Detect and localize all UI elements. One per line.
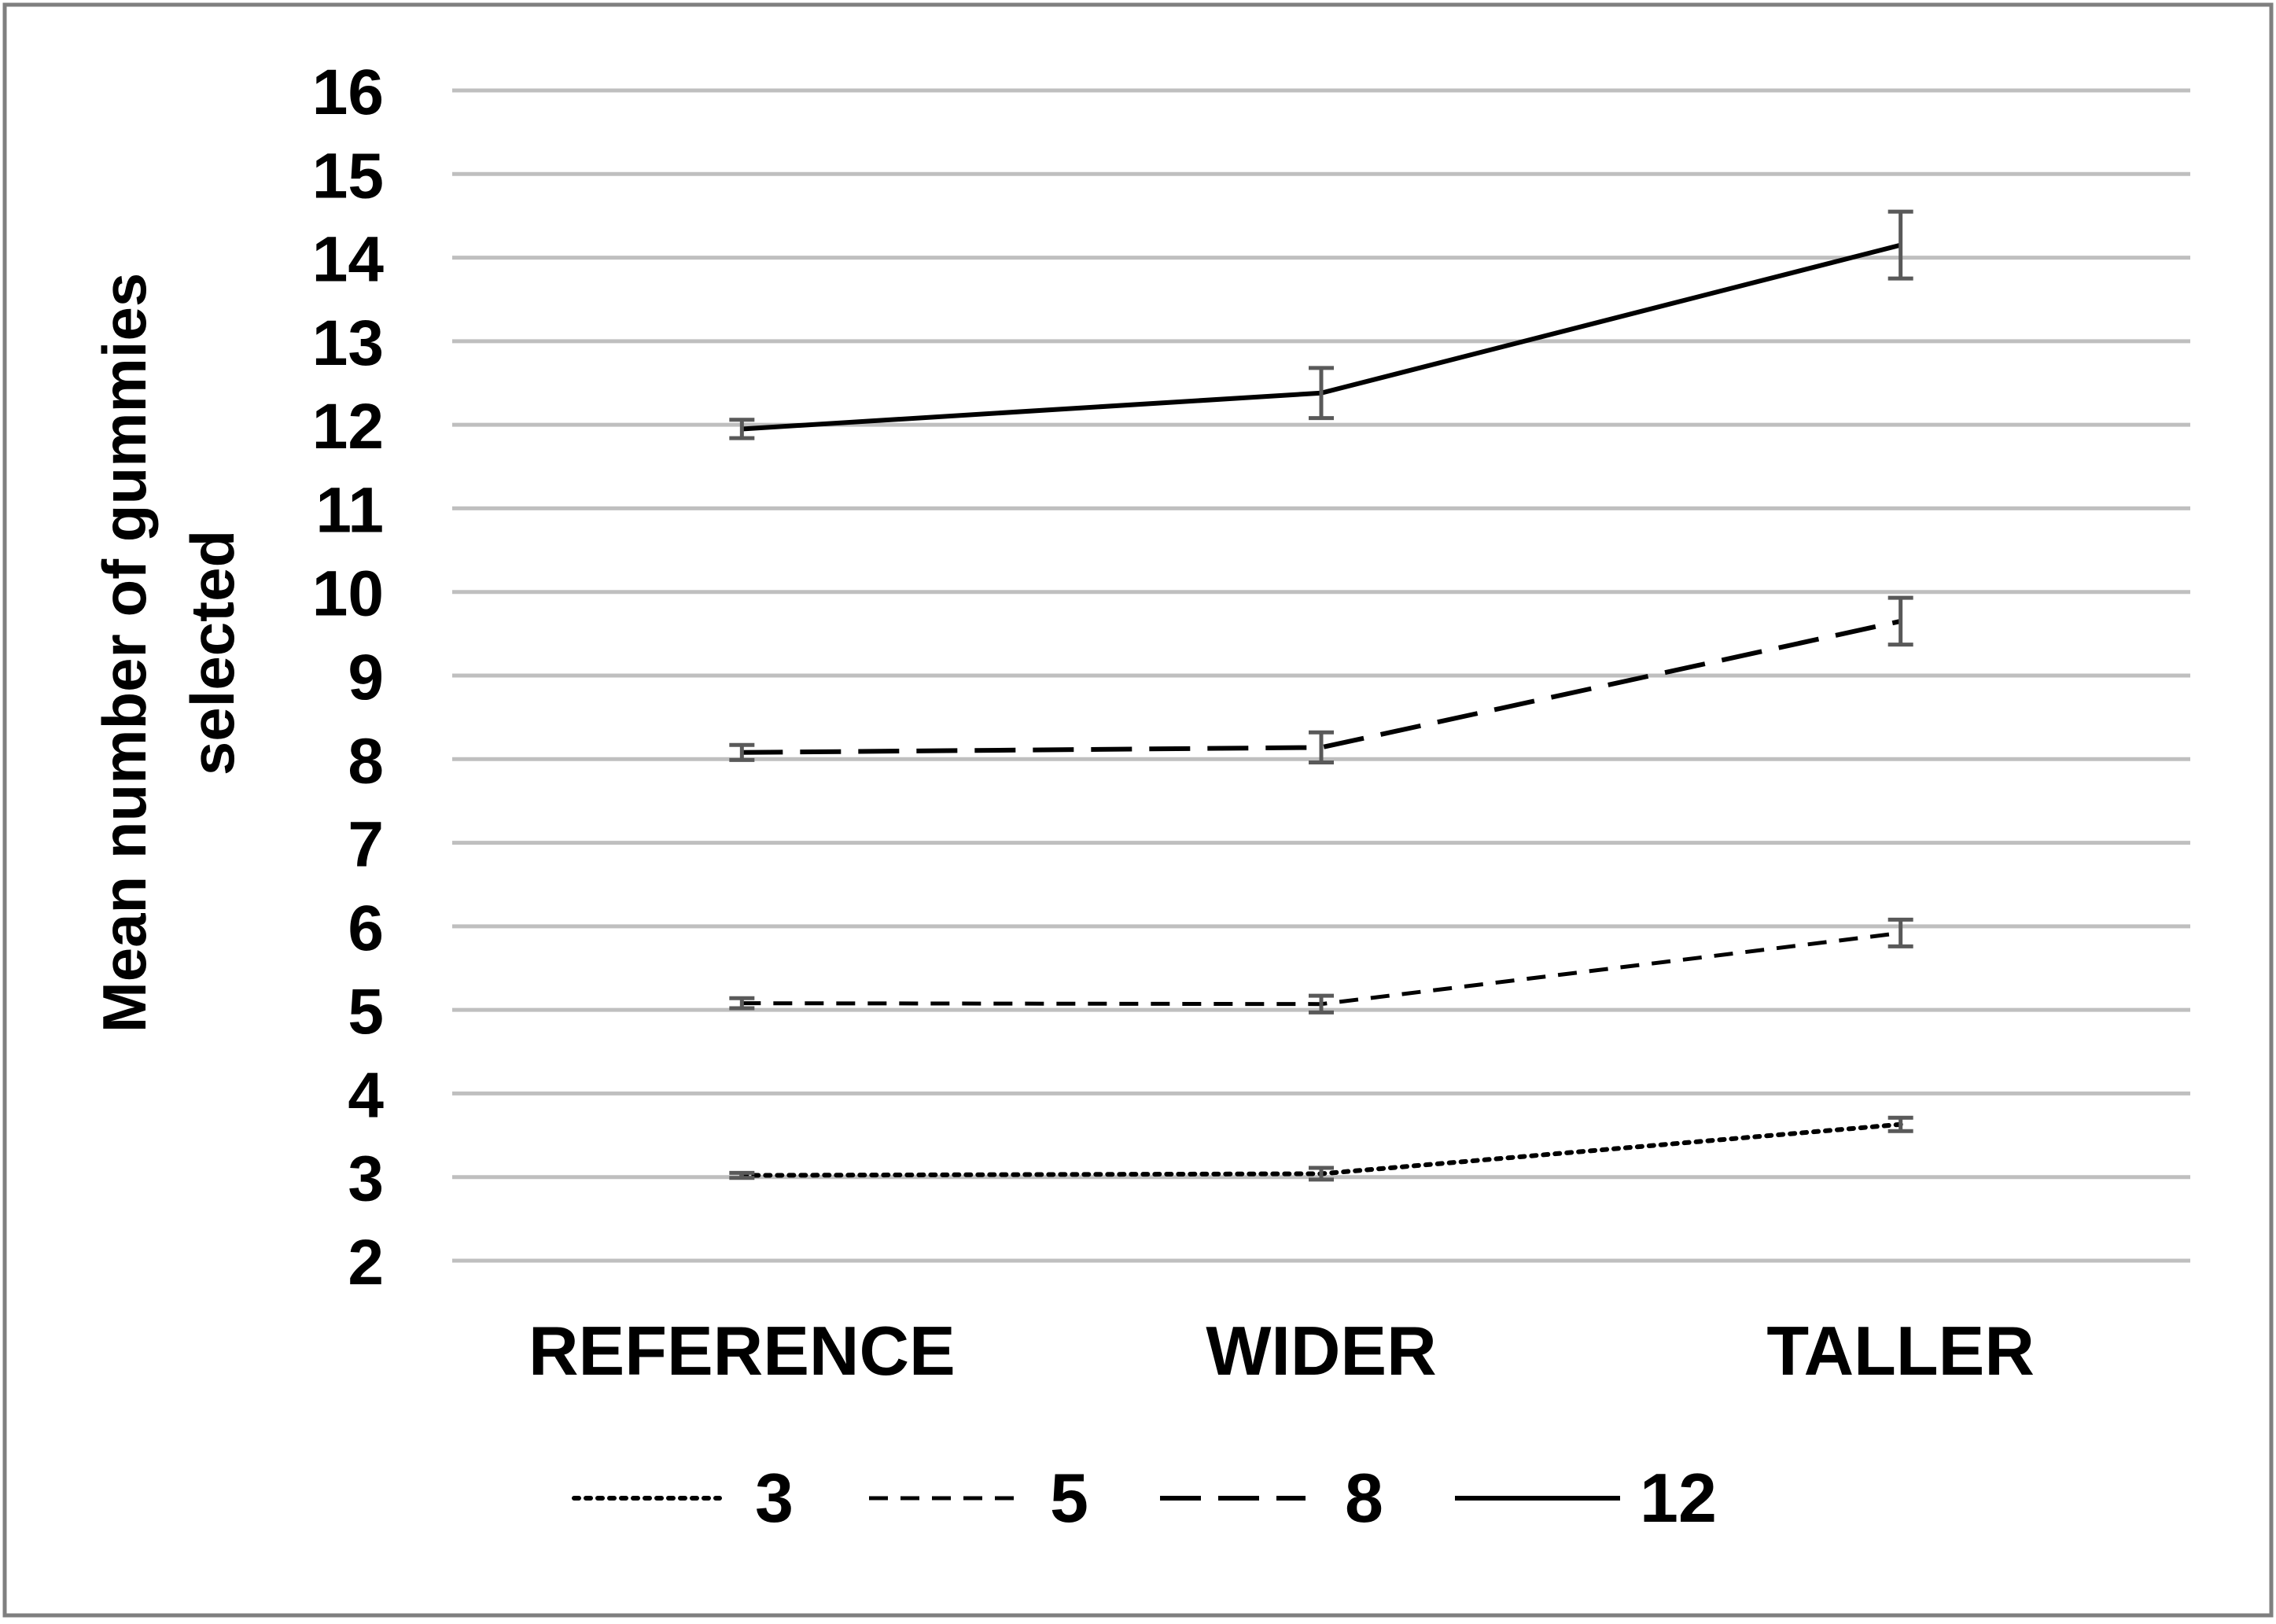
- y-tick-label-7: 7: [348, 809, 384, 881]
- error-bar-5-reference: [729, 996, 755, 1011]
- y-tick-label-11: 11: [315, 474, 384, 546]
- series-line-8: [742, 618, 1902, 755]
- error-bar-8-wider: [1309, 730, 1334, 765]
- y-tick-label-2: 2: [348, 1227, 384, 1298]
- gridlines: [452, 88, 2190, 1263]
- y-tick-label-10: 10: [312, 558, 384, 630]
- y-tick-label-3: 3: [348, 1143, 384, 1215]
- error-bar-8-taller: [1887, 595, 1913, 647]
- x-tick-label-reference: REFERENCE: [528, 1312, 956, 1390]
- x-tick-labels: REFERENCE WIDER TALLER: [528, 1312, 2035, 1390]
- y-tick-label-6: 6: [348, 893, 384, 964]
- error-bar-5-wider: [1309, 993, 1334, 1015]
- legend-item-3: 3: [572, 1459, 794, 1537]
- error-bar-12-reference: [729, 418, 755, 440]
- y-axis-label: Mean number of gummies selected: [90, 273, 247, 1033]
- error-bar-3-taller: [1887, 1115, 1913, 1133]
- y-tick-label-16: 16: [312, 57, 384, 128]
- error-bars: [729, 209, 1913, 1182]
- x-tick-label-wider: WIDER: [1206, 1312, 1436, 1390]
- legend-label-12: 12: [1640, 1459, 1717, 1537]
- legend-label-3: 3: [755, 1459, 794, 1537]
- y-tick-label-4: 4: [348, 1059, 384, 1131]
- legend-item-8: 8: [1160, 1459, 1383, 1537]
- legend-label-8: 8: [1345, 1459, 1383, 1537]
- legend: 3 5 8 12: [572, 1459, 1717, 1537]
- legend-item-5: 5: [869, 1459, 1088, 1537]
- error-bar-12-taller: [1887, 209, 1913, 281]
- error-bar-8-reference: [729, 742, 755, 762]
- y-tick-label-9: 9: [348, 642, 384, 713]
- error-bar-12-wider: [1309, 366, 1334, 421]
- x-tick-label-taller: TALLER: [1766, 1312, 2035, 1390]
- y-tick-label-8: 8: [348, 725, 384, 797]
- legend-label-5: 5: [1050, 1459, 1088, 1537]
- error-bar-3-reference: [729, 1170, 755, 1180]
- y-tick-label-5: 5: [348, 976, 384, 1048]
- error-bar-3-wider: [1309, 1166, 1334, 1182]
- error-bar-5-taller: [1887, 917, 1913, 948]
- y-tick-label-12: 12: [312, 391, 384, 462]
- legend-item-12: 12: [1455, 1459, 1717, 1537]
- y-tick-label-13: 13: [312, 307, 384, 379]
- y-tick-label-14: 14: [312, 224, 385, 296]
- y-tick-label-15: 15: [312, 140, 384, 212]
- y-tick-labels: 2 3 4 5 6 7 8 9 10 11 12 13 14 15 16: [312, 57, 385, 1298]
